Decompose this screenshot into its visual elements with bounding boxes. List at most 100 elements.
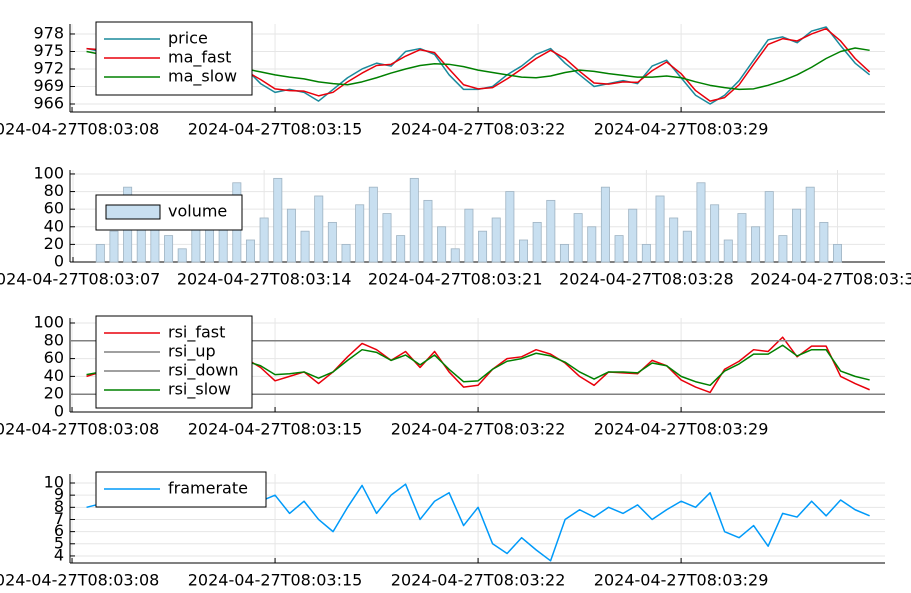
bar: [546, 199, 556, 263]
legend-label: ma_slow: [168, 67, 237, 87]
bar: [792, 208, 802, 263]
bar: [778, 235, 788, 263]
y-tick-label: 80: [44, 181, 64, 200]
y-tick-label: 20: [44, 384, 64, 403]
bar: [669, 217, 679, 263]
y-tick-label: 9: [54, 485, 64, 504]
x-tick-label: 2024-04-27T08:03:22: [391, 420, 566, 439]
bar: [355, 204, 365, 263]
bar: [587, 226, 597, 263]
bar: [832, 243, 842, 263]
x-tick-label: 2024-04-27T08:03:15: [188, 571, 363, 590]
x-tick-label: 2024-04-27T08:03:15: [188, 120, 363, 139]
bar: [710, 204, 720, 263]
y-tick-label: 966: [33, 94, 64, 113]
y-tick-label: 40: [44, 366, 64, 385]
bar: [95, 243, 105, 263]
legend-label: rsi_up: [168, 342, 216, 362]
bar: [737, 213, 747, 263]
bar: [218, 226, 228, 263]
x-tick-label: 2024-04-27T08:03:14: [177, 270, 352, 289]
bar: [437, 226, 447, 263]
y-tick-label: 10: [44, 472, 64, 491]
y-tick-label: 60: [44, 348, 64, 367]
bar: [628, 208, 638, 263]
x-tick-label: 2024-04-27T08:03:29: [594, 420, 769, 439]
legend-box: [95, 315, 253, 409]
bar: [819, 221, 829, 263]
x-tick-label: 2024-04-27T08:03:07: [0, 270, 160, 289]
bar: [341, 243, 351, 263]
bar: [109, 230, 119, 263]
bar: [273, 177, 283, 263]
y-tick-label: 80: [44, 330, 64, 349]
legend-label: rsi_fast: [168, 323, 225, 343]
y-tick-label: 60: [44, 199, 64, 218]
y-tick-label: 978: [33, 23, 64, 42]
bar: [751, 226, 761, 263]
bar: [464, 208, 474, 263]
panel: 2024-04-27T08:03:07 2024-04-27T08:03:14 20…: [0, 163, 911, 288]
bar: [491, 217, 501, 263]
y-tick-label: 969: [33, 76, 64, 95]
y-tick-label: 6: [54, 521, 64, 540]
x-tick-label: 2024-04-27T08:03:21: [368, 270, 543, 289]
panel: 2024-04-27T08:03:08 2024-04-27T08:03:15 20…: [0, 471, 885, 590]
x-tick-label: 2024-04-27T08:03:08: [0, 420, 159, 439]
x-tick-label: 2024-04-27T08:03:35: [750, 270, 911, 289]
bar: [396, 235, 406, 263]
legend-label: volume: [168, 202, 227, 221]
y-tick-label: 4: [54, 545, 64, 564]
bar: [696, 182, 706, 263]
y-tick-label: 0: [54, 402, 64, 421]
bar: [300, 230, 310, 263]
x-tick-label: 2024-04-27T08:03:08: [0, 571, 159, 590]
bar: [314, 195, 324, 263]
bar: [573, 213, 583, 263]
x-tick-label: 2024-04-27T08:03:08: [0, 120, 159, 139]
bar: [450, 248, 460, 263]
y-tick-label: 20: [44, 234, 64, 253]
bar: [382, 213, 392, 263]
bar: [409, 177, 419, 263]
bar: [177, 248, 187, 263]
legend-label: framerate: [168, 479, 248, 498]
y-tick-label: 972: [33, 58, 64, 77]
x-tick-label: 2024-04-27T08:03:28: [559, 270, 734, 289]
bar: [327, 221, 337, 263]
legend-label: rsi_slow: [168, 380, 231, 400]
legend-swatch: [105, 204, 161, 220]
bar: [614, 235, 624, 263]
bar: [600, 186, 610, 263]
y-tick-label: 100: [33, 312, 64, 331]
bar: [682, 230, 692, 263]
bar: [505, 191, 515, 263]
bar: [286, 208, 296, 263]
y-tick-label: 40: [44, 216, 64, 235]
bar: [423, 199, 433, 263]
x-tick-label: 2024-04-27T08:03:29: [594, 120, 769, 139]
bar: [519, 239, 529, 263]
panel: 2024-04-27T08:03:08 2024-04-27T08:03:15 20…: [0, 312, 885, 439]
bar: [641, 243, 651, 263]
legend-label: price: [168, 29, 208, 48]
x-tick-label: 2024-04-27T08:03:15: [188, 420, 363, 439]
y-tick-label: 8: [54, 497, 64, 516]
bar: [164, 235, 174, 263]
bar: [723, 239, 733, 263]
bar: [478, 230, 488, 263]
y-tick-label: 975: [33, 41, 64, 60]
bar: [259, 217, 269, 263]
panel: 2024-04-27T08:03:08 2024-04-27T08:03:15 20…: [0, 21, 885, 139]
bar: [532, 221, 542, 263]
x-tick-label: 2024-04-27T08:03:22: [391, 571, 566, 590]
y-tick-label: 5: [54, 533, 64, 552]
bar: [245, 239, 255, 263]
x-tick-label: 2024-04-27T08:03:29: [594, 571, 769, 590]
legend-label: ma_fast: [168, 48, 231, 68]
bar: [368, 186, 378, 263]
x-tick-label: 2024-04-27T08:03:22: [391, 120, 566, 139]
y-tick-label: 7: [54, 509, 64, 528]
y-tick-label: 0: [54, 252, 64, 271]
